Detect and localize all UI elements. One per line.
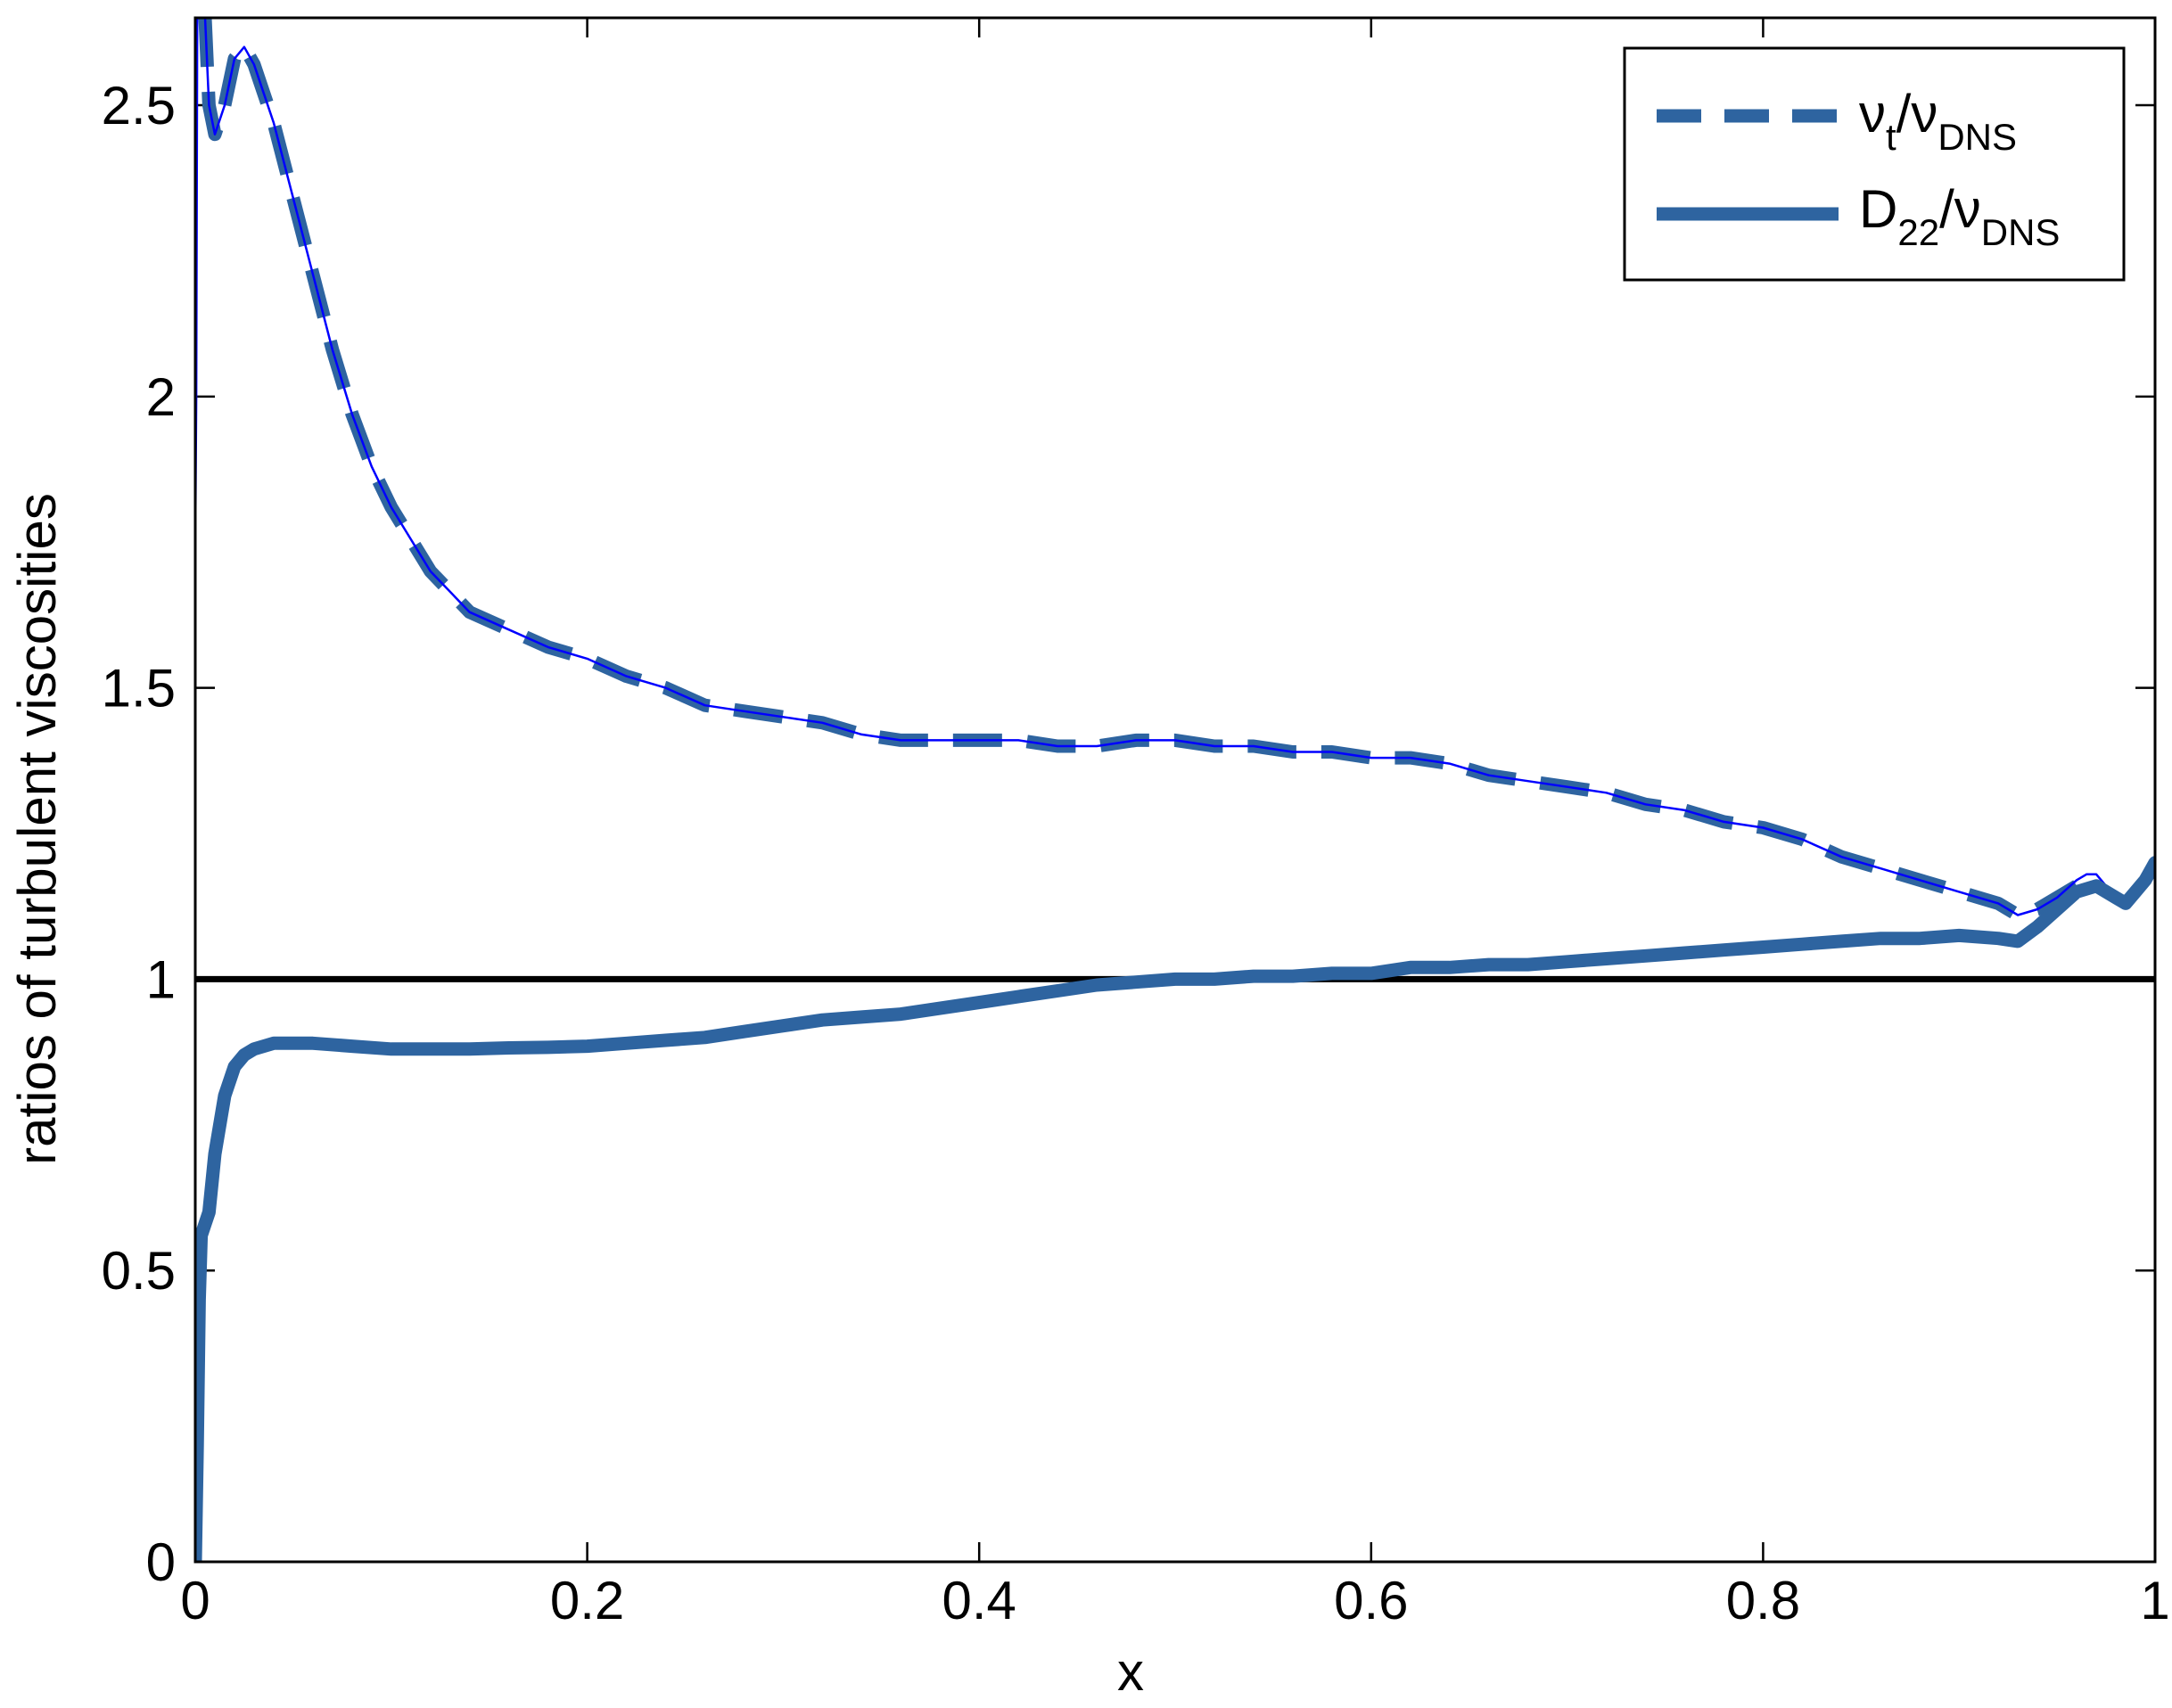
y-tick-label: 0.5 (102, 1241, 176, 1301)
x-tick-label: 0.2 (550, 1571, 624, 1630)
legend-1-base: ν (1859, 84, 1886, 144)
legend-2-base2: ν (1954, 179, 1981, 239)
legend-1-sub1: t (1886, 116, 1896, 158)
y-tick-label: 0 (146, 1532, 176, 1592)
x-tick-label: 1 (2140, 1571, 2169, 1630)
legend-1-slash: / (1896, 84, 1912, 144)
legend-2-sub2: DNS (1981, 211, 2061, 253)
legend-1-base2: ν (1911, 84, 1938, 144)
legend-label-d22: D22/νDNS (1859, 179, 2060, 253)
legend-2-slash: / (1939, 179, 1954, 239)
y-axis-label: ratios of turbulent viscosities (7, 493, 67, 1165)
legend-box (1623, 46, 2126, 282)
legend-label-nu-t: νt/νDNS (1859, 84, 2017, 158)
legend: νt/νDNS D22/νDNS (1623, 46, 2126, 282)
x-tick-label: 0.6 (1334, 1571, 1408, 1630)
series-thin-blue-line (195, 18, 2155, 916)
x-tick-label: 0.4 (942, 1571, 1016, 1630)
series-d22-solid-line (195, 856, 2155, 1562)
y-tick-label: 1 (146, 949, 176, 1009)
y-tick-label: 2.5 (102, 76, 176, 135)
legend-1-sub2: DNS (1938, 116, 2017, 158)
y-tick-label: 2 (146, 367, 176, 427)
legend-2-sub1: 22 (1897, 211, 1939, 253)
plot-frame (193, 16, 2157, 1564)
x-tick-label: 0 (180, 1571, 210, 1630)
legend-2-base: D (1859, 179, 1897, 239)
series-layer (195, 18, 2155, 1562)
x-axis-label: x (1117, 1642, 1144, 1702)
y-tick-label: 1.5 (102, 659, 176, 719)
axis-tick-labels: 0 0.2 0.4 0.6 0.8 1 0 0.5 1 1.5 2 2.5 (102, 76, 2170, 1630)
x-tick-label: 0.8 (1726, 1571, 1800, 1630)
